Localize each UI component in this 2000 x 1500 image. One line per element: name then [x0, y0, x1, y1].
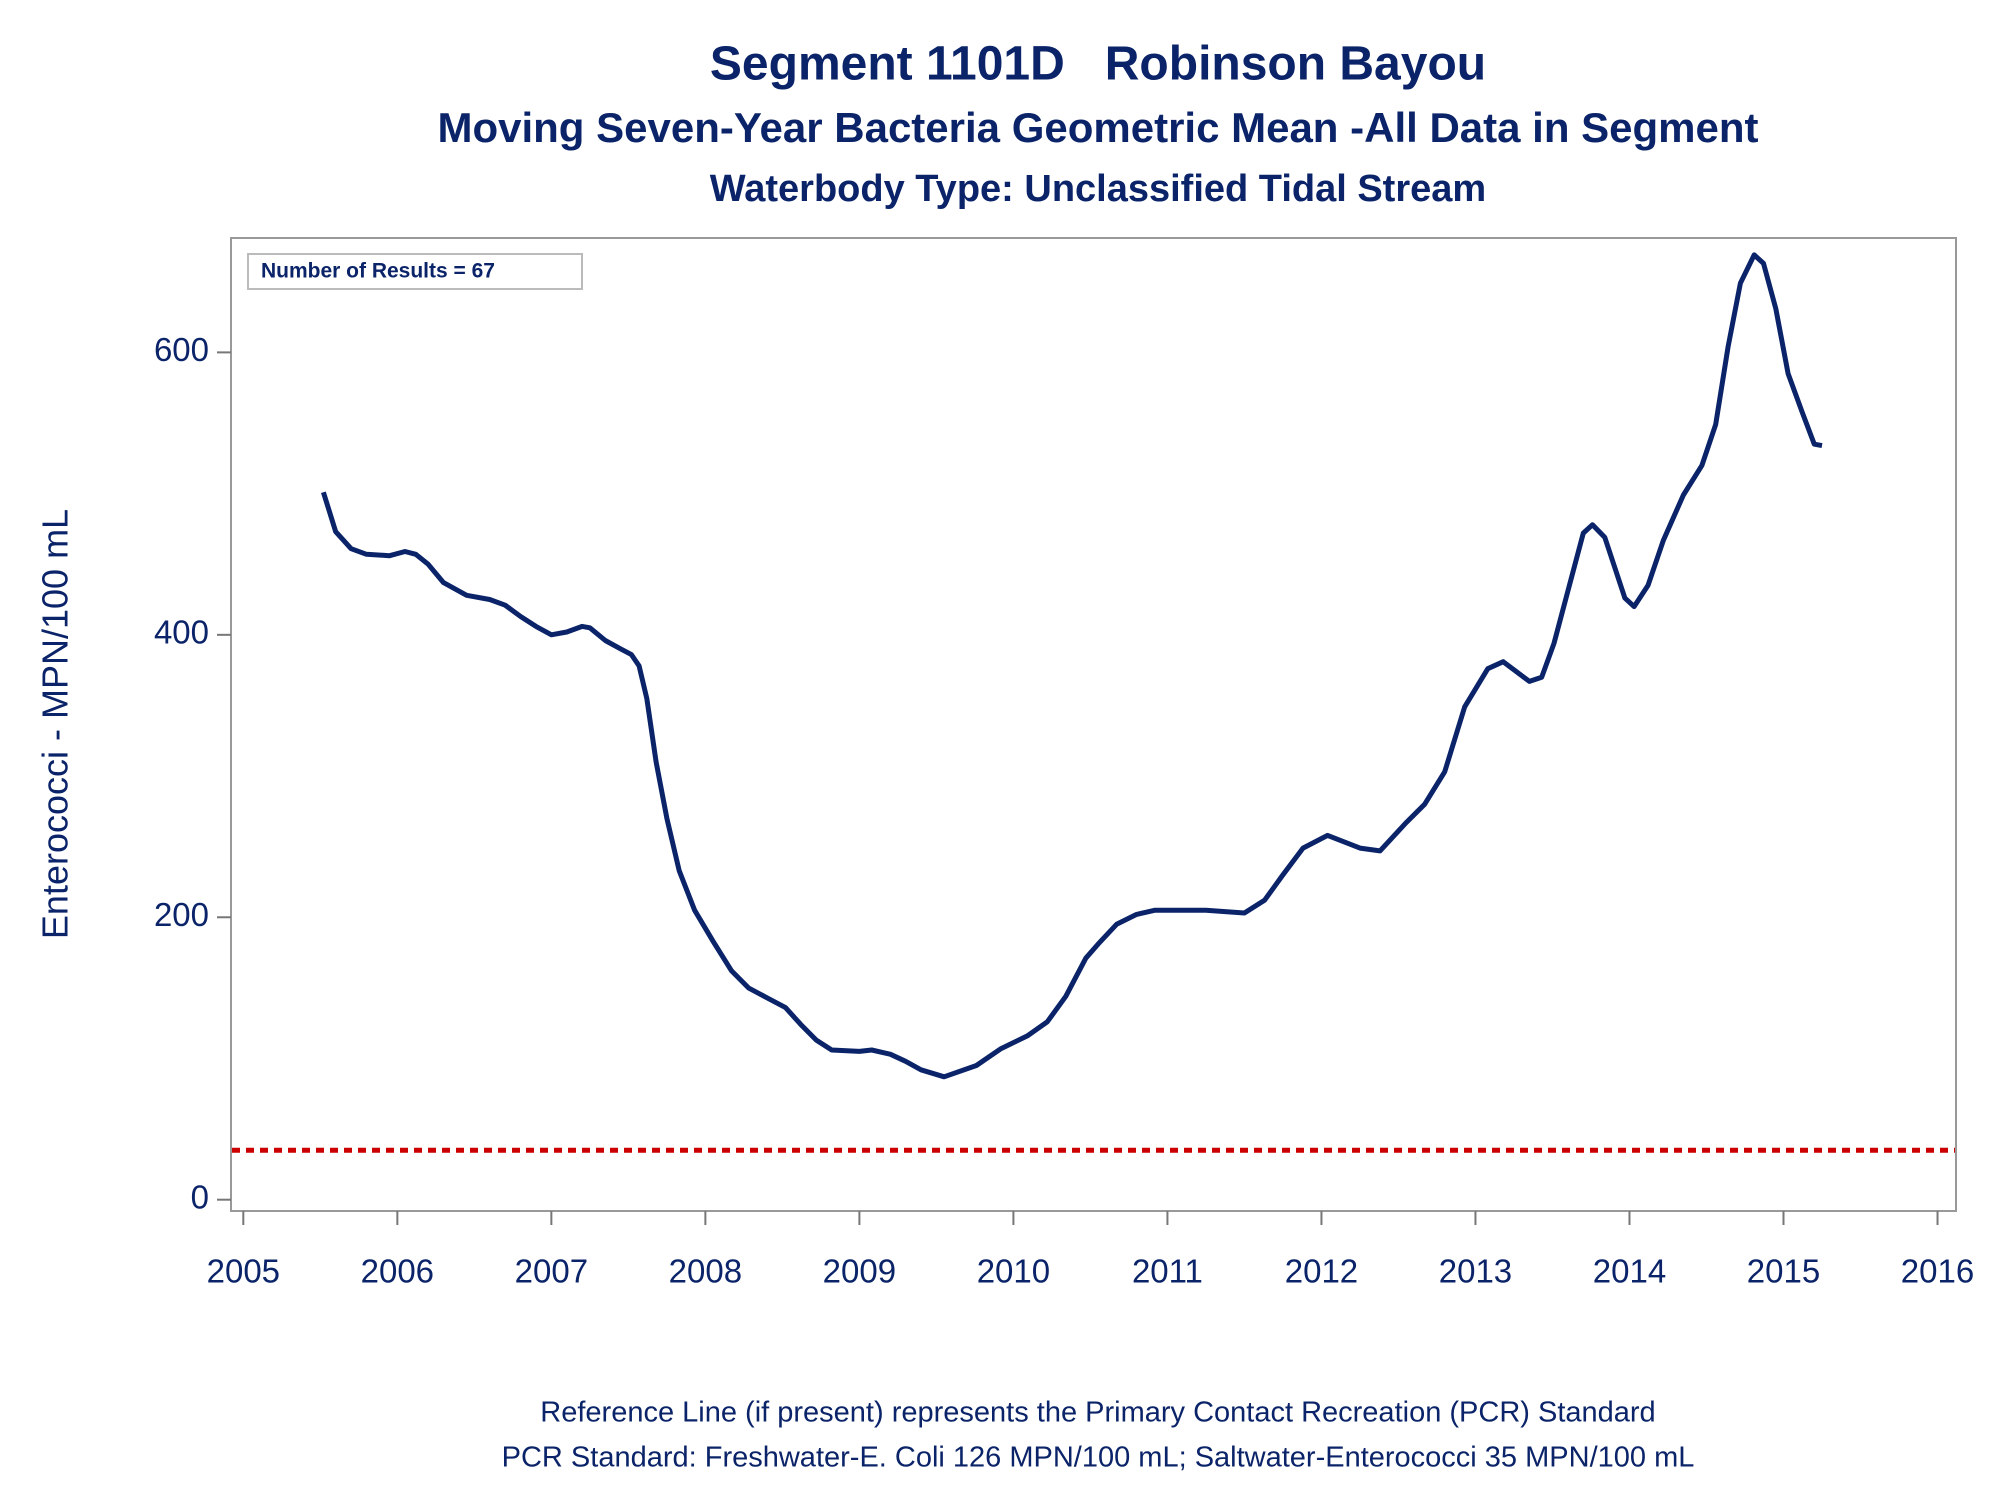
- y-tick-label: 600: [154, 331, 209, 368]
- footnote: Reference Line (if present) represents t…: [540, 1397, 1655, 1429]
- annotation-box: [247, 253, 583, 290]
- x-tick-label: 2011: [1132, 1253, 1203, 1290]
- x-tick-label: 2010: [977, 1253, 1050, 1290]
- annotation: Number of Results = 67: [261, 260, 495, 283]
- y-axis-label: Enterococci - MPN/100 mL: [35, 509, 76, 939]
- x-tick-label: 2012: [1285, 1253, 1358, 1290]
- x-tick-label: 2015: [1747, 1253, 1820, 1290]
- x-tick-label: 2016: [1901, 1253, 1974, 1290]
- x-tick-label: 2013: [1439, 1253, 1512, 1290]
- data-line: [321, 252, 1823, 1080]
- y-tick-label: 400: [154, 614, 209, 651]
- x-tick-label: 2007: [515, 1253, 588, 1290]
- y-tick-label: 200: [154, 896, 209, 933]
- x-tick-label: 2006: [361, 1253, 434, 1290]
- chart-title: Segment 1101D Robinson Bayou: [710, 38, 1486, 91]
- chart-subtitle: Moving Seven-Year Bacteria Geometric Mea…: [437, 104, 1758, 151]
- plot-frame: [230, 237, 1957, 1212]
- chart-subtitle: Waterbody Type: Unclassified Tidal Strea…: [710, 168, 1486, 210]
- footnote: PCR Standard: Freshwater-E. Coli 126 MPN…: [502, 1442, 1695, 1474]
- y-tick-label: 0: [191, 1178, 209, 1215]
- x-tick-label: 2014: [1593, 1253, 1666, 1290]
- x-tick-label: 2008: [669, 1253, 742, 1290]
- x-tick-label: 2005: [207, 1253, 280, 1290]
- x-tick-label: 2009: [823, 1253, 896, 1290]
